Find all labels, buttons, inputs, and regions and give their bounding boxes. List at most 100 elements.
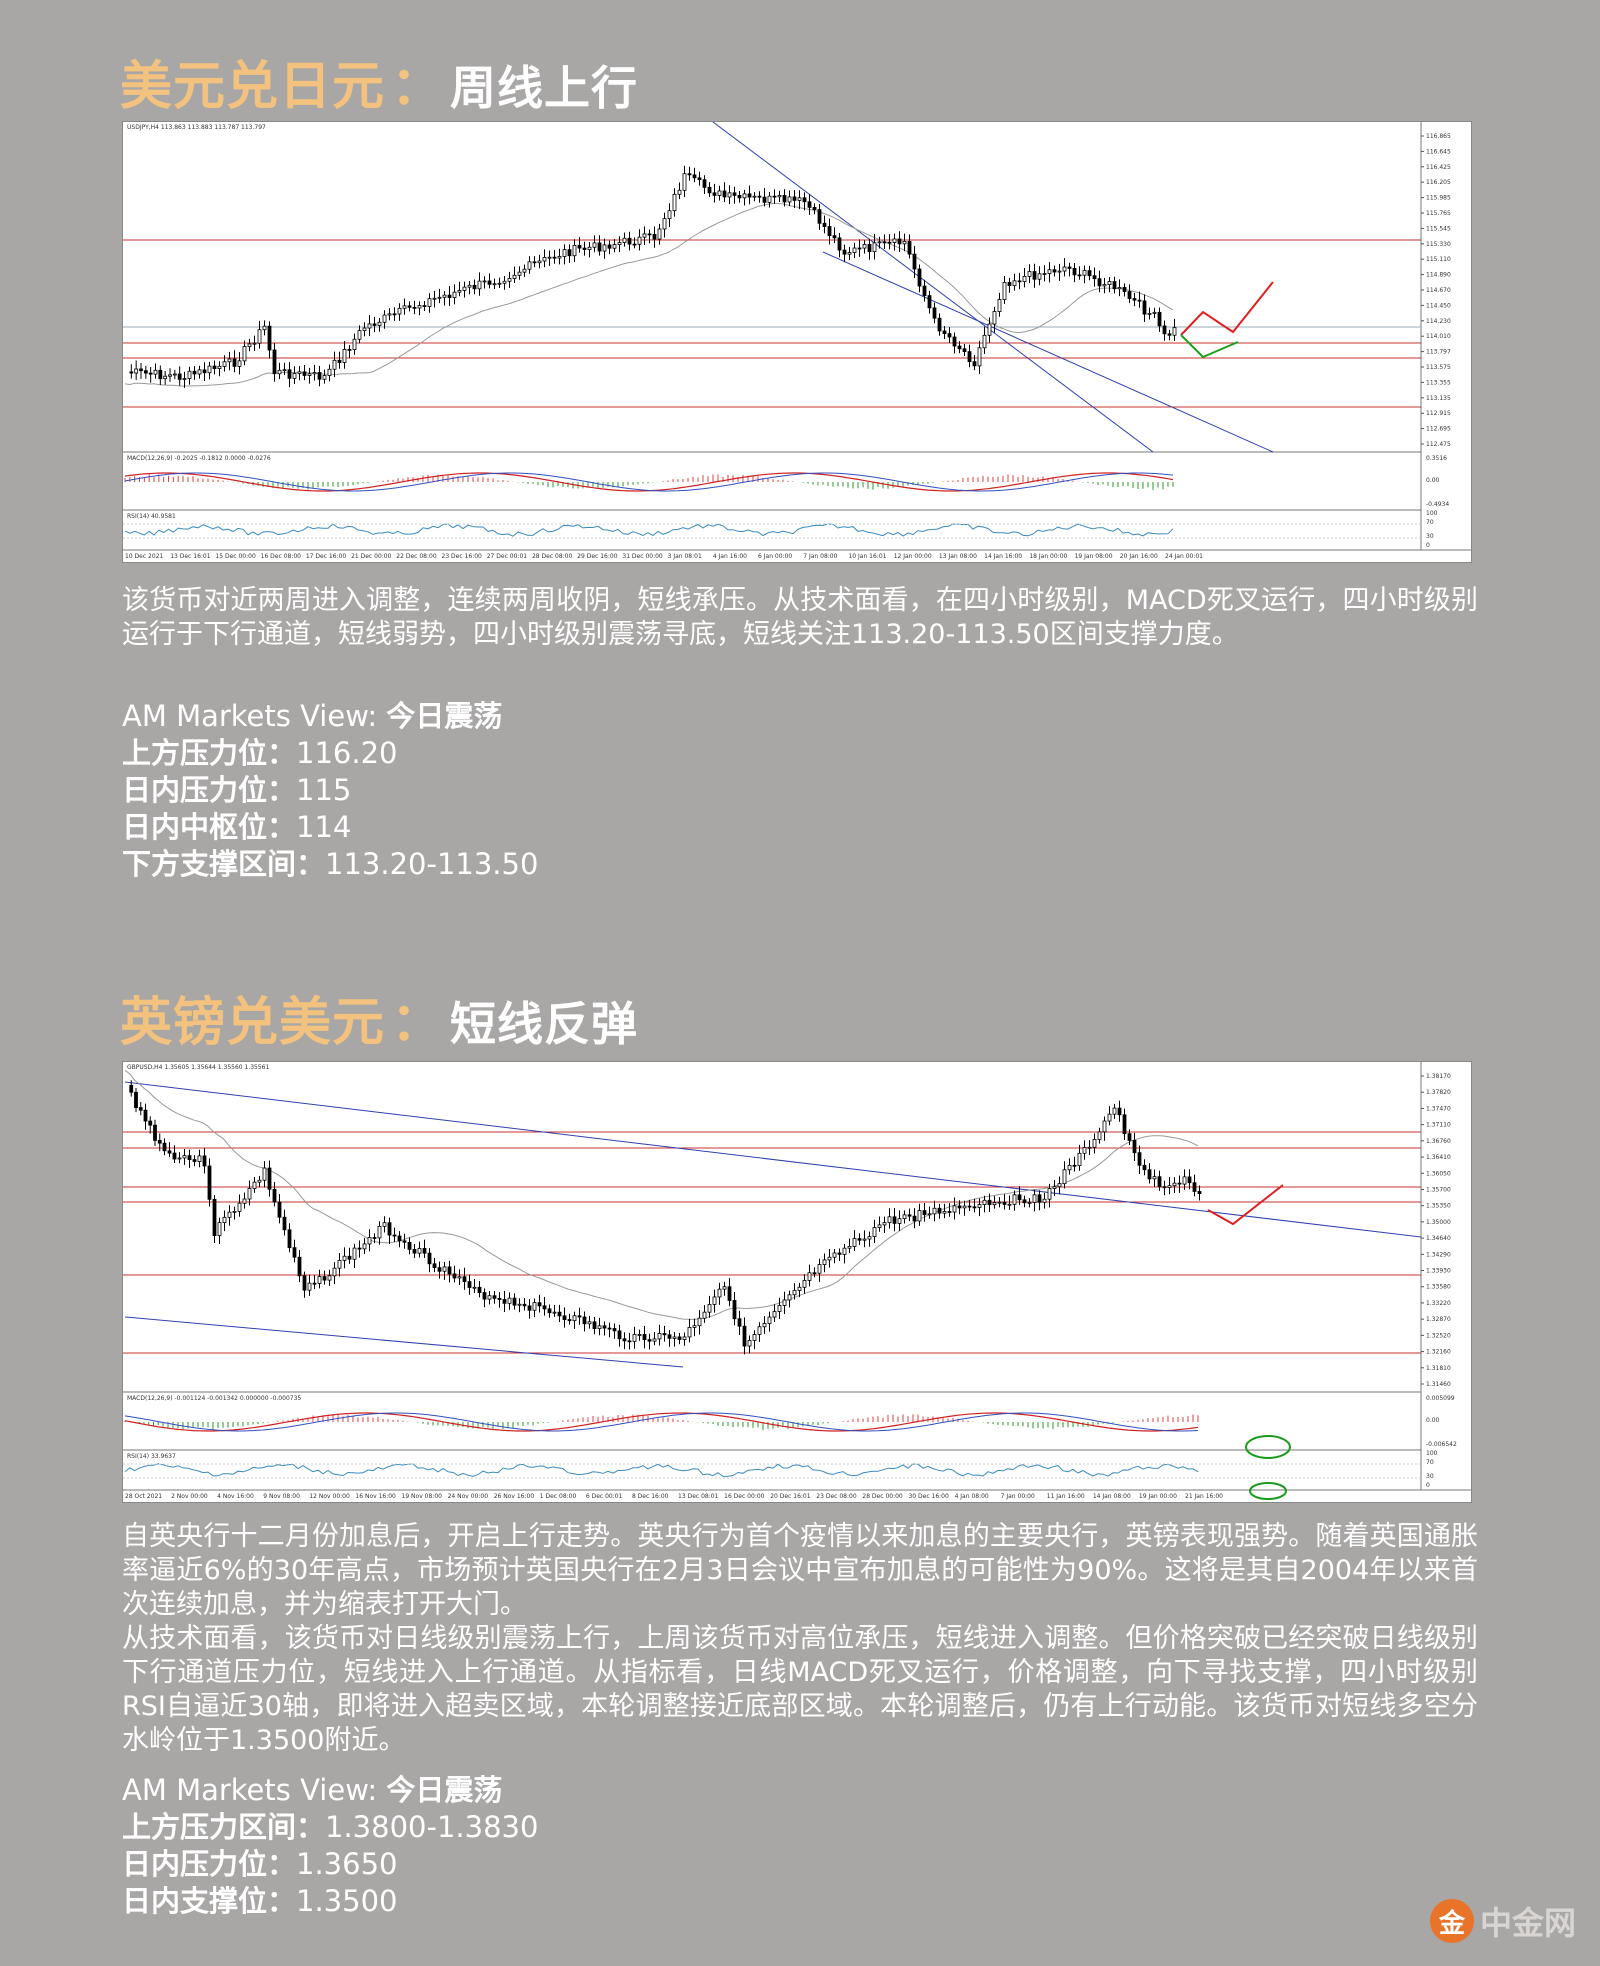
candle-body <box>567 1319 572 1322</box>
candle-body <box>317 372 322 380</box>
candle-body <box>797 197 802 201</box>
price-label: 1.37820 <box>1426 1089 1451 1096</box>
candle-body <box>857 247 862 250</box>
candle-body <box>227 1211 232 1218</box>
candle-body <box>912 253 917 270</box>
section-title-usdjpy: 美元兑日元：周线上行 <box>120 44 638 119</box>
candle-body <box>182 378 187 380</box>
candle-body <box>1132 1140 1137 1154</box>
candle-body <box>367 1237 372 1245</box>
candle-body <box>382 1222 387 1227</box>
price-label: 1.36410 <box>1426 1154 1451 1161</box>
candle-body <box>622 237 627 243</box>
candle-body <box>477 1286 482 1293</box>
candle-body <box>737 1318 742 1327</box>
time-label: 28 Dec 00:00 <box>862 1493 903 1500</box>
candle-body <box>617 242 622 245</box>
candle-body <box>287 369 292 379</box>
candle-body <box>917 1210 922 1222</box>
time-label: 4 Nov 16:00 <box>217 1493 254 1500</box>
candle-body <box>957 1205 962 1209</box>
candle-body <box>138 1107 143 1111</box>
price-label: 115.765 <box>1426 210 1451 217</box>
candle-body <box>917 268 922 287</box>
price-label: 112.475 <box>1426 441 1451 448</box>
candle-body <box>237 1202 242 1212</box>
candle-body <box>1162 1186 1167 1189</box>
candle-body <box>602 1325 607 1329</box>
candle-body <box>347 1255 352 1260</box>
candle-body <box>143 1109 148 1122</box>
moving-average-line <box>124 1069 1199 1321</box>
candle-body <box>387 1222 392 1236</box>
candle-body <box>182 1155 187 1159</box>
candle-body <box>134 368 139 374</box>
analysis-paragraph: 从技术面看，该货币对日线级别震荡上行，上周该货币对高位承压，短线进入调整。但价格… <box>122 1623 1478 1756</box>
candle-body <box>627 237 632 245</box>
candle-body <box>222 1216 227 1224</box>
candle-body <box>407 1241 412 1250</box>
candle-body <box>922 1210 927 1216</box>
time-label: 7 Jan 08:00 <box>803 553 837 560</box>
candle-body <box>552 1311 557 1314</box>
price-label: 1.35350 <box>1426 1203 1451 1210</box>
candle-body <box>647 1339 652 1342</box>
candle-body <box>927 295 932 309</box>
candle-body <box>153 1124 157 1141</box>
candle-body <box>772 195 777 198</box>
candle-body <box>852 247 857 253</box>
candle-body <box>247 343 252 347</box>
candle-body <box>1002 1201 1007 1205</box>
gbpusd-analysis: 自英央行十二月份加息后，开启上行走势。英央行为首个疫情以来加息的主要央行，英镑表… <box>122 1520 1478 1758</box>
candle-body <box>1067 1164 1072 1171</box>
level-row: 下方支撑区间：113.20-113.50 <box>122 846 1022 883</box>
candle-body <box>1087 1146 1092 1149</box>
view-heading: AM Markets View: 今日震荡 <box>122 1772 1022 1809</box>
price-label: 1.32520 <box>1426 1332 1451 1339</box>
forecast-arrow <box>1180 334 1239 359</box>
candle-body <box>547 256 552 259</box>
rsi-scale-label: 100 <box>1426 1450 1438 1457</box>
level-row: 上方压力区间：1.3800-1.3830 <box>122 1809 1022 1846</box>
level-label: 上方压力区间： <box>122 1810 326 1844</box>
candle-body <box>1187 1176 1192 1184</box>
candle-body <box>637 236 642 245</box>
time-label: 6 Jan 00:00 <box>758 553 792 560</box>
level-value: 1.3650 <box>296 1847 398 1881</box>
candle-body <box>767 1316 772 1324</box>
candle-body <box>277 369 282 375</box>
candle-body <box>877 241 882 244</box>
candle-body <box>887 241 892 244</box>
candle-body <box>847 252 852 255</box>
candle-body <box>552 256 557 259</box>
analysis-paragraph: 自英央行十二月份加息后，开启上行走势。英央行为首个疫情以来加息的主要央行，英镑表… <box>122 1521 1478 1620</box>
candle-body <box>782 195 787 203</box>
candle-body <box>1167 1185 1172 1188</box>
candle-body <box>172 373 177 376</box>
candle-body <box>527 261 532 270</box>
candle-body <box>447 294 452 298</box>
candle-body <box>672 193 677 212</box>
candle-body <box>932 307 937 319</box>
time-label: 19 Jan 08:00 <box>1075 553 1113 560</box>
candle-body <box>952 336 957 347</box>
candle-body <box>1152 311 1157 314</box>
candle-body <box>1097 278 1102 287</box>
candle-body <box>1022 1199 1027 1204</box>
pair-name: 美元兑日元 <box>120 57 386 117</box>
candle-body <box>612 1328 617 1332</box>
trend-label: 短线反弹 <box>450 997 639 1051</box>
rsi-label: RSI(14) 33.9637 <box>127 1453 176 1460</box>
candle-body <box>777 195 782 198</box>
candle-body <box>992 1202 997 1206</box>
candle-body <box>1112 1107 1117 1115</box>
candle-body <box>977 1204 982 1208</box>
candle-body <box>202 369 207 374</box>
time-label: 18 Jan 00:00 <box>1029 553 1067 560</box>
time-label: 12 Jan 00:00 <box>894 553 932 560</box>
price-label: 113.797 <box>1426 349 1451 356</box>
candle-body <box>212 365 217 370</box>
candle-body <box>522 268 527 273</box>
candle-body <box>262 1167 267 1181</box>
macd-scale-label: -0.006542 <box>1426 1441 1457 1448</box>
